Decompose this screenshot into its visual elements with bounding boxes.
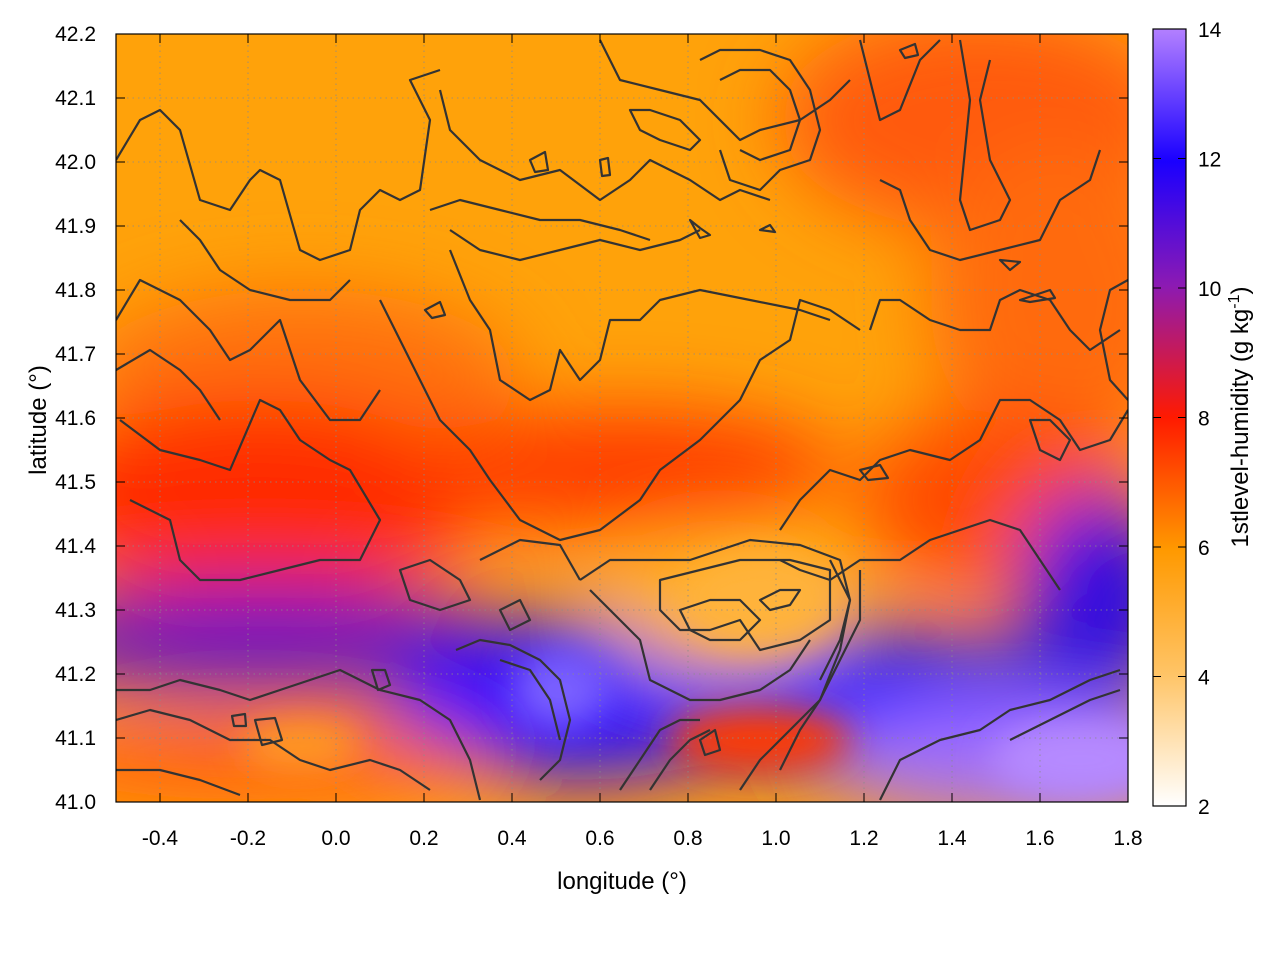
y-tick-label: 42.0 — [55, 151, 96, 174]
x-tick-label: 0.4 — [497, 827, 527, 850]
y-tick-label: 41.5 — [55, 471, 96, 494]
colorbar-tick-label: 12 — [1198, 149, 1221, 172]
colorbar-label-sup: -1 — [1226, 294, 1243, 308]
humidity-field — [116, 34, 1128, 802]
colorbar-label-main: 1stlevel-humidity (g kg — [1227, 309, 1254, 548]
y-tick-label: 41.0 — [55, 791, 96, 814]
colorbar-tick-label: 10 — [1198, 278, 1221, 301]
x-tick-label: 0.0 — [321, 827, 350, 850]
y-tick-label: 41.2 — [55, 663, 96, 686]
x-tick-label: -0.4 — [142, 827, 179, 850]
colorbar-tick-label: 6 — [1198, 537, 1210, 560]
y-tick-label: 41.7 — [55, 343, 96, 366]
x-tick-label: 0.2 — [409, 827, 438, 850]
x-axis-label: longitude (°) — [557, 868, 687, 895]
x-tick-label: 1.6 — [1025, 827, 1054, 850]
y-tick-label: 41.3 — [55, 599, 96, 622]
x-tick-label: 1.2 — [849, 827, 878, 850]
x-tick-label: 0.6 — [585, 827, 614, 850]
y-tick-label: 41.4 — [55, 535, 96, 558]
x-tick-label: 1.0 — [761, 827, 790, 850]
y-tick-label: 41.1 — [55, 727, 96, 750]
colorbar-tick-label: 4 — [1198, 667, 1210, 690]
x-tick-label: 0.8 — [673, 827, 702, 850]
colorbar-tick-label: 2 — [1198, 796, 1210, 819]
y-tick-label: 42.1 — [55, 87, 96, 110]
x-tick-label: -0.2 — [230, 827, 266, 850]
y-axis-ticks: 41.0 41.1 41.2 41.3 41.4 41.5 41.6 41.7 41.8 41.9… — [55, 23, 1128, 814]
colorbar-label: 1stlevel-humidity (g kg-1) — [1226, 287, 1254, 548]
y-tick-label: 41.9 — [55, 215, 96, 238]
y-tick-label: 41.6 — [55, 407, 96, 430]
colorbar-tick-label: 14 — [1198, 19, 1222, 42]
colorbar-tick-label: 8 — [1198, 408, 1210, 431]
x-axis-ticks: -0.4 -0.2 0.0 0.2 0.4 0.6 0.8 1.0 1.2 1.4 1.6 1.8 — [142, 34, 1143, 850]
colorbar-ticks: 2 4 6 8 10 12 14 — [1153, 19, 1222, 819]
x-tick-label: 1.4 — [937, 827, 967, 850]
y-tick-label: 42.2 — [55, 23, 96, 46]
y-tick-label: 41.8 — [55, 279, 96, 302]
y-axis-label: latitude (°) — [25, 365, 52, 475]
colorbar-label-end: ) — [1227, 287, 1254, 295]
x-tick-label: 1.8 — [1113, 827, 1142, 850]
terrain-contours — [116, 39, 1128, 801]
